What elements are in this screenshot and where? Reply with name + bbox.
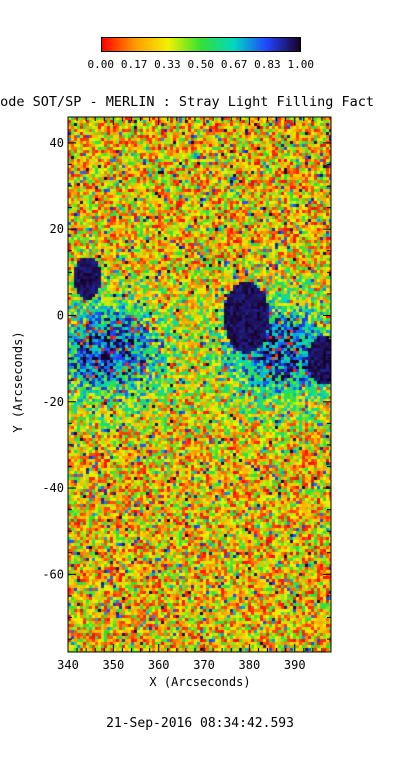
chart-title: mode SOT/SP - MERLIN : Stray Light Filli… <box>0 94 400 112</box>
x-tick-label: 360 <box>148 658 170 672</box>
colorbar-tick-label: 0.33 <box>154 58 181 71</box>
y-tick-label: 40 <box>50 136 64 150</box>
x-tick-label: 380 <box>239 658 261 672</box>
colorbar-tick-label: 0.00 <box>87 58 115 71</box>
x-tick-label: 350 <box>103 658 125 672</box>
y-axis-label: Y (Arcseconds) <box>11 331 25 433</box>
y-tick-label: -60 <box>42 567 64 581</box>
y-tick-label: -40 <box>42 481 64 495</box>
timestamp: 21-Sep-2016 08:34:42.593 <box>106 716 294 731</box>
y-tick-label: -20 <box>42 395 64 409</box>
y-tick-label: 0 <box>57 308 64 322</box>
colorbar-tick-label: 0.67 <box>220 58 248 71</box>
colorbar-tick-label: 0.83 <box>254 58 281 71</box>
chart-title-text: mode SOT/SP - MERLIN : Stray Light Filli… <box>0 94 375 110</box>
x-tick-label: 390 <box>284 658 306 672</box>
x-tick-label: 340 <box>57 658 79 672</box>
colorbar-tick-label: 0.50 <box>187 58 215 71</box>
colorbar <box>101 37 301 52</box>
plot-frame <box>67 116 332 653</box>
y-tick-label: 20 <box>50 222 64 236</box>
colorbar-tick-label: 1.00 <box>287 58 315 71</box>
x-tick-label: 370 <box>193 658 215 672</box>
x-axis-label: X (Arcseconds) <box>149 675 251 689</box>
heatmap-image <box>68 117 331 652</box>
colorbar-tick-label: 0.17 <box>120 58 148 71</box>
